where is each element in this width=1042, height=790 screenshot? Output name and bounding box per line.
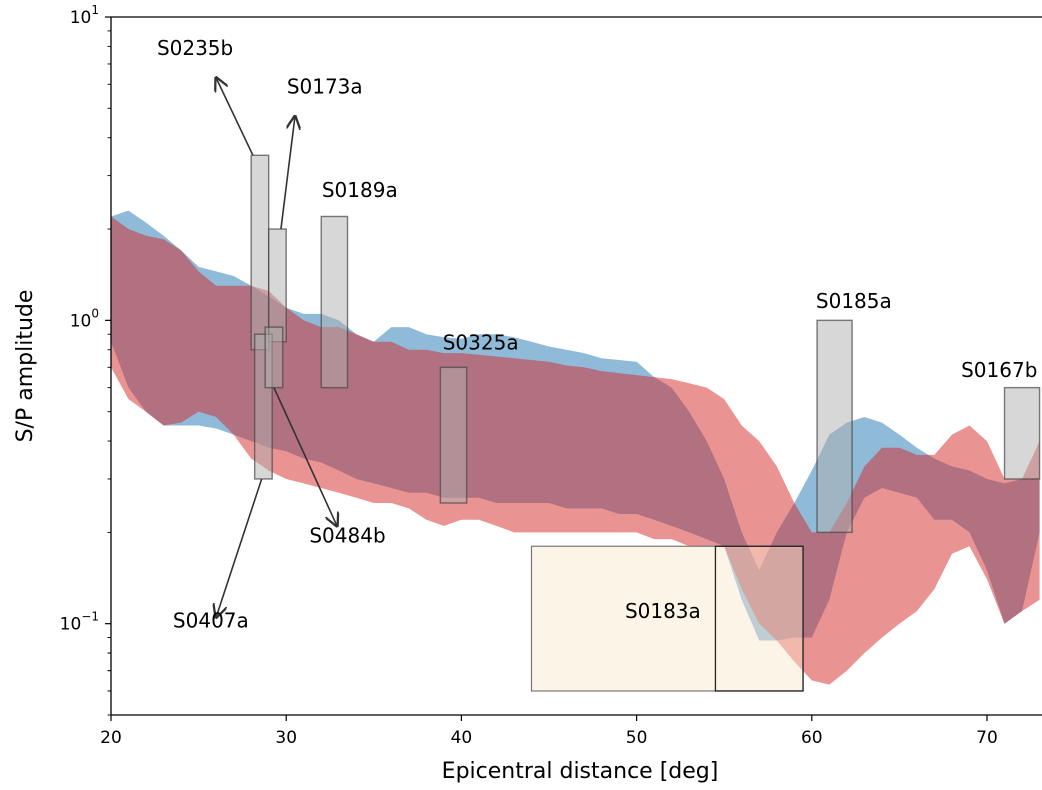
label-s0183a: S0183a	[625, 599, 701, 623]
label-s0407a: S0407a	[173, 609, 249, 633]
label-s0235b: S0235b	[157, 36, 233, 60]
label-s0325a: S0325a	[443, 331, 519, 355]
arrow-s0407a	[216, 478, 263, 617]
annotation-arrows	[216, 78, 337, 617]
y-tick-label: 101	[70, 3, 99, 28]
x-axis-label: Epicentral distance [deg]	[442, 759, 719, 784]
x-tick-label: 20	[100, 728, 122, 748]
obs-box-s0173a	[267, 228, 287, 343]
axes: 20 30 40 50 60 70 10−1 100 101	[60, 3, 1042, 748]
arrow-s0484b	[273, 387, 337, 526]
annotation-labels: S0235b S0173a S0189a S0407a S0484b S0325a S018…	[157, 36, 1037, 633]
label-s0185a: S0185a	[816, 289, 892, 313]
label-s0484b: S0484b	[309, 524, 385, 548]
s0183a-overlap-box	[714, 545, 804, 692]
x-tick-label: 50	[626, 728, 648, 748]
label-s0167b: S0167b	[961, 358, 1037, 382]
x-tick-label: 30	[275, 728, 297, 748]
arrow-s0173a	[280, 116, 295, 230]
y-tick-label: 100	[70, 306, 99, 331]
y-axis-label: S/P amplitude	[13, 290, 38, 443]
label-s0173a: S0173a	[287, 74, 363, 98]
obs-box-s0185a	[816, 319, 853, 534]
obs-box-s0189a	[320, 215, 349, 389]
x-tick-label: 60	[801, 728, 823, 748]
obs-box-s0167b	[1003, 386, 1041, 480]
obs-box-s0235b	[250, 154, 270, 351]
x-tick-label: 40	[451, 728, 473, 748]
arrow-s0235b	[216, 78, 254, 156]
label-s0189a: S0189a	[322, 178, 398, 202]
y-tick-label: 10−1	[60, 610, 99, 635]
x-tick-label: 70	[976, 728, 998, 748]
observation-boxes	[250, 154, 1041, 692]
obs-box-s0325a	[439, 366, 468, 504]
obs-box-s0484b	[264, 326, 284, 389]
